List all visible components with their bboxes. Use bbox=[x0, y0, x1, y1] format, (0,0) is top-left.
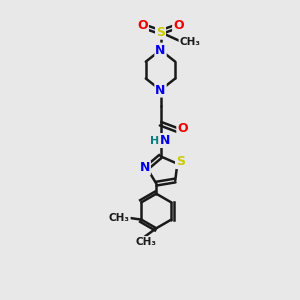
Text: N: N bbox=[160, 134, 170, 147]
Text: O: O bbox=[177, 122, 188, 136]
Text: N: N bbox=[140, 161, 150, 174]
Text: H: H bbox=[150, 136, 159, 146]
Text: S: S bbox=[156, 26, 165, 39]
Text: N: N bbox=[155, 44, 166, 57]
Text: S: S bbox=[176, 155, 185, 168]
Text: CH₃: CH₃ bbox=[109, 212, 130, 223]
Text: CH₃: CH₃ bbox=[135, 237, 156, 247]
Text: N: N bbox=[155, 84, 166, 97]
Text: O: O bbox=[137, 20, 148, 32]
Text: O: O bbox=[173, 20, 184, 32]
Text: CH₃: CH₃ bbox=[179, 37, 200, 47]
